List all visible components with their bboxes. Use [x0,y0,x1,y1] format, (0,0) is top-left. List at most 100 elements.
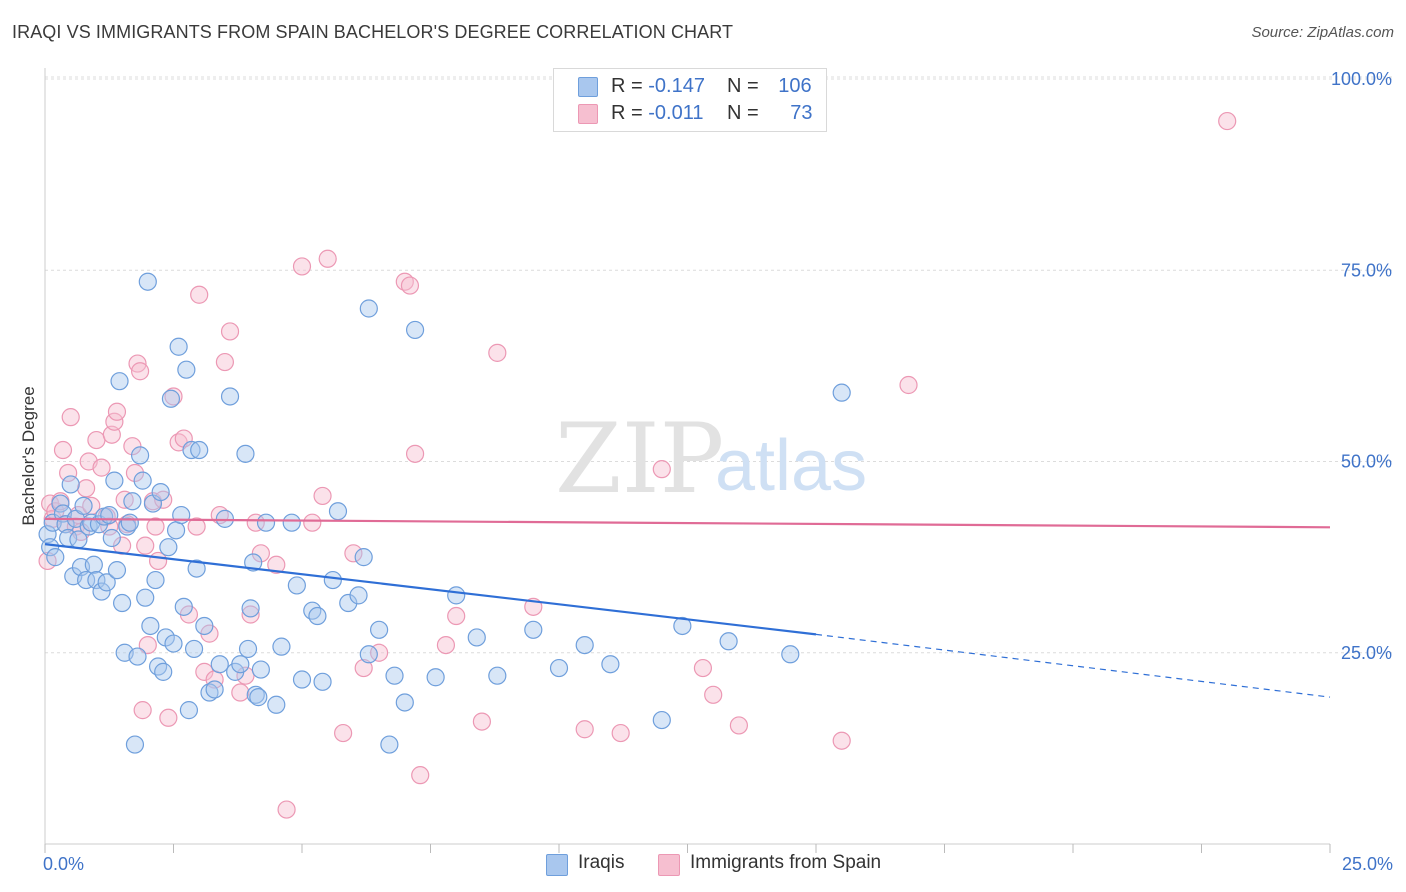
point-spain [215,352,234,372]
legend-n-value-iraqis: 106 [778,75,812,97]
series-spain-points [38,111,1237,819]
watermark-atlas: atlas [715,426,867,506]
point-iraqis [673,616,692,636]
point-iraqis [287,576,306,595]
trend-iraqis [44,543,817,636]
point-iraqis [488,666,507,685]
point-iraqis [161,389,181,408]
point-spain [77,479,96,498]
point-iraqis [246,685,265,704]
point-iraqis [151,483,170,502]
point-iraqis [349,586,368,605]
point-iraqis [105,471,124,490]
point-iraqis [125,735,145,754]
point-spain [130,362,150,381]
point-iraqis [244,553,263,572]
point-iraqis [172,505,191,525]
point-iraqis [141,616,160,636]
point-spain [61,408,80,427]
point-iraqis [359,645,378,664]
point-iraqis [231,655,250,674]
point-iraqis [832,383,851,402]
point-iraqis [102,528,121,548]
point-spain [575,720,594,739]
point-spain [652,460,671,479]
point-spain [472,712,491,731]
point-iraqis [524,620,543,639]
point-spain [241,605,260,624]
point-spain [436,635,456,655]
point-spain [303,513,322,532]
point-iraqis [549,658,569,678]
point-spain [136,536,155,555]
point-spain [400,276,420,295]
point-iraqis [303,601,322,620]
point-iraqis [97,573,116,592]
y-tick-label: 50.0% [1341,452,1392,472]
trend-spain [44,517,1331,529]
x-tick-label: 25.0% [1342,854,1393,874]
point-iraqis [159,538,178,557]
point-iraqis [128,647,147,666]
point-iraqis [249,688,268,707]
axes: 25.0% 50.0% 75.0% 100.0% 0.0% 25.0% [43,68,1393,874]
point-spain [611,723,630,743]
point-iraqis [166,521,186,540]
legend-r-value-spain: -0.011 [648,102,704,124]
point-iraqis [205,680,224,699]
point-iraqis [146,570,165,590]
point-iraqis [426,668,445,687]
point-iraqis [447,586,466,605]
point-iraqis [370,620,389,639]
point-iraqis [195,616,214,636]
point-iraqis [177,360,196,379]
y-tick-label: 100.0% [1331,69,1392,89]
point-iraqis [354,548,373,567]
point-iraqis [575,635,594,655]
point-iraqis [77,570,96,590]
point-iraqis [385,666,404,685]
chart-title: IRAQI VS IMMIGRANTS FROM SPAIN BACHELOR'… [12,22,734,42]
point-iraqis [210,655,229,674]
point-spain [899,375,918,395]
point-spain [236,666,255,685]
point-spain [405,444,425,463]
spain-legend-swatch [658,854,680,876]
point-spain [277,800,296,819]
point-iraqis [308,606,327,626]
point-iraqis [110,372,129,391]
point-iraqis [164,634,183,653]
point-iraqis [92,582,111,601]
point-spain [53,440,73,460]
spain-legend-label: Immigrants from Spain [690,852,882,873]
point-iraqis [395,693,414,712]
point-spain [59,463,78,483]
point-iraqis [359,299,378,318]
trend-iraqis-extension [815,633,1331,698]
point-spain [344,544,363,563]
point-spain [292,257,312,276]
point-spain [125,463,145,483]
point-iraqis [138,272,157,291]
point-iraqis [123,492,142,511]
point-iraqis [652,710,671,730]
point-spain [334,723,353,743]
point-spain [251,544,270,563]
point-spain [231,683,250,702]
point-spain [187,517,206,536]
point-iraqis [112,593,132,613]
y-axis-label: Bachelor's Degree [19,386,38,525]
point-iraqis [179,701,199,720]
point-iraqis [282,513,301,532]
point-iraqis [148,657,168,676]
point-spain [195,662,214,681]
point-iraqis [781,645,800,664]
point-iraqis [256,513,276,532]
point-spain [318,249,337,268]
point-iraqis [100,505,119,525]
point-spain [411,766,430,785]
point-iraqis [133,471,152,490]
point-iraqis [74,496,93,515]
point-iraqis [187,559,206,578]
